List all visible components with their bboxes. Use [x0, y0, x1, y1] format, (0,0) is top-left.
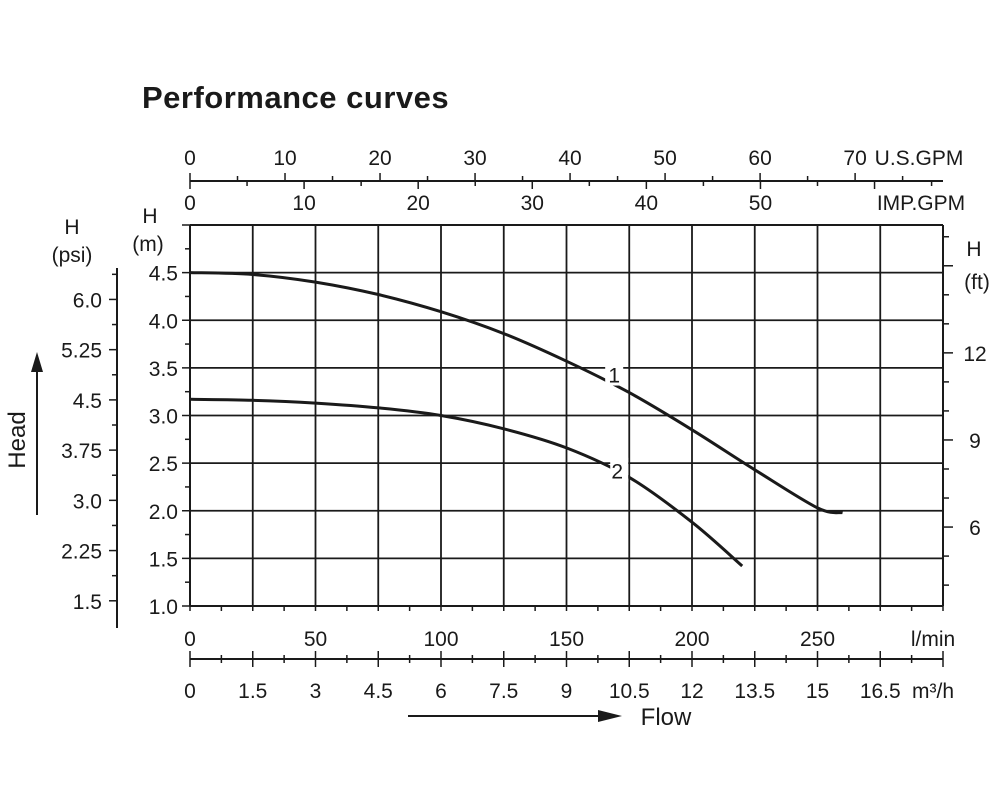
m3h-tick-label: 15	[806, 680, 829, 703]
m-tick-label: 2.5	[149, 453, 178, 476]
m3h-tick-label: 16.5	[860, 680, 901, 703]
psi-tick-label: 2.25	[61, 541, 102, 564]
m-tick-label: 1.5	[149, 548, 178, 571]
psi-tick-label: 1.5	[73, 591, 102, 614]
psi-tick-label: 6.0	[73, 289, 102, 312]
lmin-tick-label: 50	[304, 628, 327, 651]
impgpm-tick-label: 0	[184, 192, 196, 215]
usgpm-tick-label: 60	[748, 147, 771, 170]
m-tick-label: 2.0	[149, 501, 178, 524]
curve-label-1: 1	[608, 365, 620, 388]
impgpm-tick-label: 20	[407, 192, 430, 215]
flow-axis-title: Flow	[641, 704, 692, 731]
curve-label-2: 2	[611, 461, 623, 484]
impgpm-tick-label: 50	[749, 192, 772, 215]
impgpm-tick-label: 30	[521, 192, 544, 215]
curve-1	[189, 271, 843, 515]
impgpm-unit-label: IMP.GPM	[877, 192, 965, 215]
curves	[189, 271, 843, 568]
usgpm-tick-label: 20	[368, 147, 391, 170]
curve-label-background	[610, 457, 629, 482]
m3h-tick-label: 7.5	[489, 680, 518, 703]
lmin-tick-label: 150	[549, 628, 584, 651]
m-tick-label: 1.0	[149, 596, 178, 619]
m3h-tick-label: 12	[680, 680, 703, 703]
curve-2	[189, 397, 744, 568]
m-tick-label: 3.5	[149, 358, 178, 381]
usgpm-tick-label: 10	[273, 147, 296, 170]
axes	[31, 173, 953, 722]
m-tick-label: 3.0	[149, 406, 178, 429]
lmin-unit-label: l/min	[911, 628, 955, 651]
lmin-tick-label: 100	[423, 628, 458, 651]
ft-tick-label: 9	[969, 430, 981, 453]
head-arrow-head	[31, 352, 43, 372]
m3h-tick-label: 0	[184, 680, 196, 703]
m-axis-label: H	[142, 205, 157, 228]
m-tick-label: 4.0	[149, 310, 178, 333]
ft-tick-label: 12	[963, 343, 986, 366]
usgpm-unit-label: U.S.GPM	[875, 147, 964, 170]
psi-axis-label: H	[64, 216, 79, 239]
m3h-tick-label: 9	[561, 680, 573, 703]
m-tick-label: 4.5	[149, 263, 178, 286]
ft-tick-label: 6	[969, 517, 981, 540]
flow-arrow-head	[598, 710, 622, 722]
head-axis-title: Head	[4, 411, 31, 468]
impgpm-tick-label: 10	[292, 192, 315, 215]
m3h-tick-label: 6	[435, 680, 447, 703]
usgpm-tick-label: 30	[463, 147, 486, 170]
m3h-tick-label: 1.5	[238, 680, 267, 703]
ft-axis-unit: (ft)	[964, 271, 990, 294]
m3h-tick-label: 3	[310, 680, 322, 703]
psi-tick-label: 3.75	[61, 440, 102, 463]
m3h-tick-label: 4.5	[364, 680, 393, 703]
m3h-tick-label: 13.5	[734, 680, 775, 703]
psi-tick-label: 5.25	[61, 340, 102, 363]
usgpm-tick-label: 50	[653, 147, 676, 170]
usgpm-tick-label: 70	[843, 147, 866, 170]
psi-tick-label: 4.5	[73, 390, 102, 413]
labels: 1.0 1.5 2.0 2.5 3.0 3.5 4.0 4.5 H (m) 1.5 2.25 3.0 3.…	[4, 147, 990, 731]
psi-tick-label: 3.0	[73, 490, 102, 513]
lmin-tick-label: 250	[800, 628, 835, 651]
usgpm-tick-label: 0	[184, 147, 196, 170]
m-axis-unit: (m)	[132, 233, 163, 256]
ft-axis-label: H	[966, 238, 981, 261]
curve-label-background	[605, 361, 624, 386]
lmin-tick-label: 0	[184, 628, 196, 651]
psi-axis-unit: (psi)	[52, 244, 93, 267]
impgpm-tick-label: 40	[635, 192, 658, 215]
m3h-unit-label: m³/h	[912, 680, 954, 703]
m3h-tick-label: 10.5	[609, 680, 650, 703]
chart-title: Performance curves	[142, 80, 449, 115]
lmin-tick-label: 200	[674, 628, 709, 651]
usgpm-tick-label: 40	[558, 147, 581, 170]
grid-lines	[190, 225, 943, 606]
